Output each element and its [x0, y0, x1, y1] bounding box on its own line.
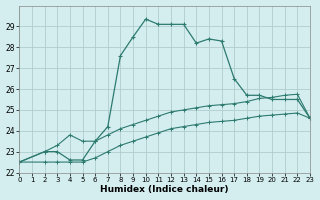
X-axis label: Humidex (Indice chaleur): Humidex (Indice chaleur)	[100, 185, 229, 194]
